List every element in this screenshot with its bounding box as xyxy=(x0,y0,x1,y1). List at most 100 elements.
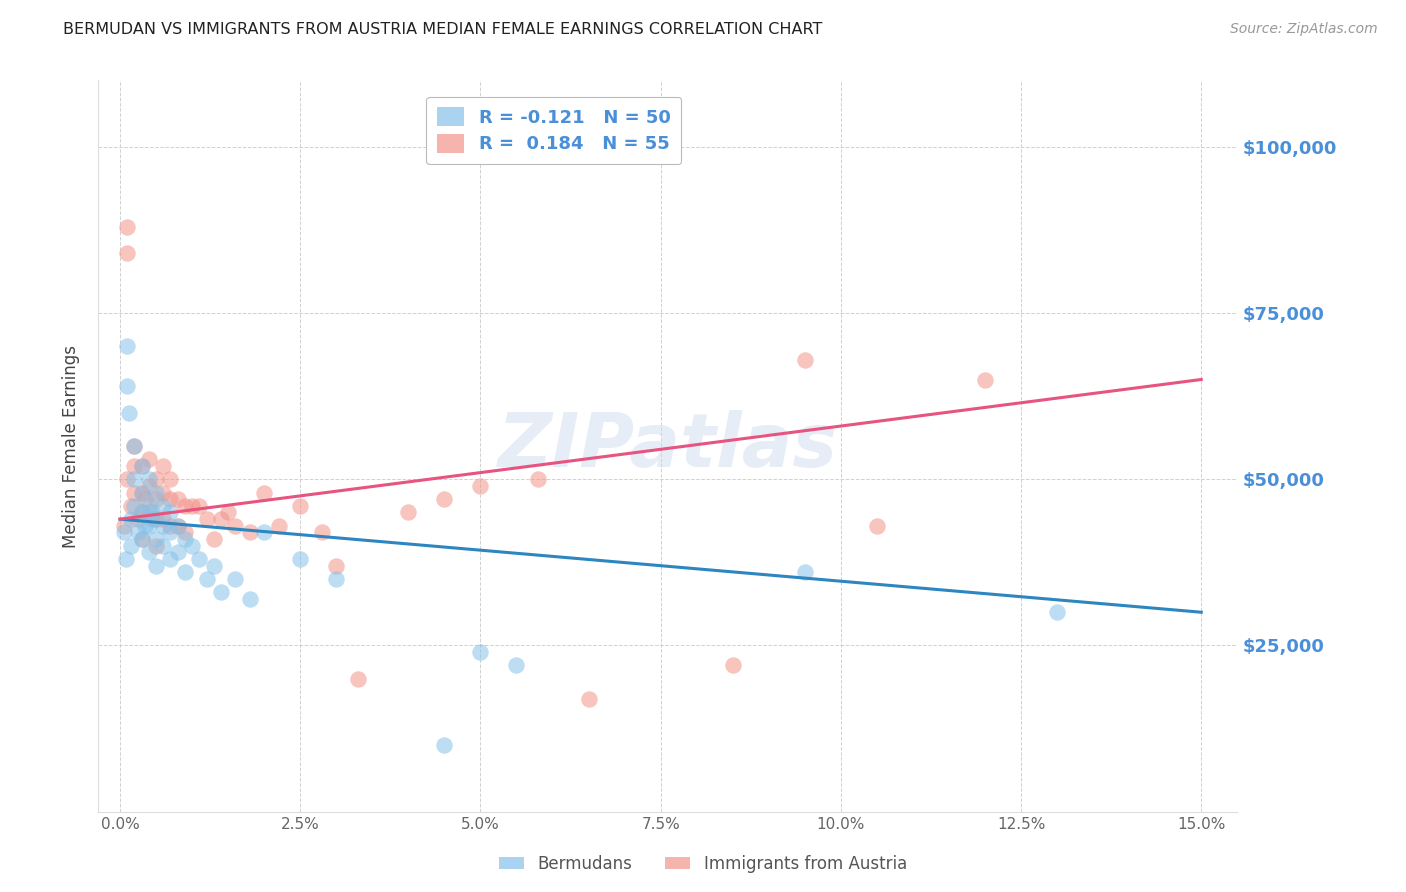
Point xyxy=(124,458,146,473)
Point xyxy=(127,525,149,540)
Point xyxy=(217,506,239,520)
Text: BERMUDAN VS IMMIGRANTS FROM AUSTRIA MEDIAN FEMALE EARNINGS CORRELATION CHART: BERMUDAN VS IMMIGRANTS FROM AUSTRIA MEDI… xyxy=(63,22,823,37)
Point xyxy=(396,506,419,520)
Point xyxy=(145,512,167,526)
Point xyxy=(253,485,276,500)
Point xyxy=(112,518,135,533)
Point xyxy=(253,525,276,540)
Point xyxy=(145,558,167,573)
Point xyxy=(202,532,225,546)
Point xyxy=(159,525,181,540)
Point xyxy=(325,558,347,573)
Point xyxy=(117,379,139,393)
Point xyxy=(721,658,744,673)
Point xyxy=(224,572,246,586)
Point xyxy=(159,518,181,533)
Point xyxy=(195,512,218,526)
Point xyxy=(224,518,246,533)
Point xyxy=(114,552,136,566)
Point xyxy=(267,518,290,533)
Point xyxy=(188,552,211,566)
Point xyxy=(131,532,153,546)
Point xyxy=(145,532,167,546)
Point xyxy=(347,672,370,686)
Point xyxy=(120,499,142,513)
Point xyxy=(974,372,997,386)
Point xyxy=(138,499,160,513)
Point xyxy=(124,439,146,453)
Point xyxy=(131,532,153,546)
Point xyxy=(131,485,153,500)
Point xyxy=(166,518,188,533)
Point xyxy=(793,352,815,367)
Point xyxy=(112,525,135,540)
Point xyxy=(290,499,312,513)
Point xyxy=(174,566,197,580)
Point xyxy=(145,492,167,507)
Point xyxy=(290,552,312,566)
Point xyxy=(470,479,492,493)
Point xyxy=(159,552,181,566)
Point xyxy=(120,539,142,553)
Point xyxy=(145,539,167,553)
Point xyxy=(793,566,815,580)
Point xyxy=(159,506,181,520)
Point xyxy=(152,485,174,500)
Point xyxy=(124,472,146,486)
Point xyxy=(120,512,142,526)
Y-axis label: Median Female Earnings: Median Female Earnings xyxy=(62,344,80,548)
Point xyxy=(174,532,197,546)
Legend: R = -0.121   N = 50, R =  0.184   N = 55: R = -0.121 N = 50, R = 0.184 N = 55 xyxy=(426,96,682,164)
Point xyxy=(131,485,153,500)
Point xyxy=(138,452,160,467)
Point xyxy=(138,472,160,486)
Text: ZIPatlas: ZIPatlas xyxy=(498,409,838,483)
Point xyxy=(174,525,197,540)
Point xyxy=(131,506,153,520)
Point xyxy=(152,458,174,473)
Point xyxy=(152,499,174,513)
Point xyxy=(433,738,456,752)
Point xyxy=(166,492,188,507)
Point xyxy=(138,518,160,533)
Point xyxy=(145,512,167,526)
Point xyxy=(166,518,188,533)
Point xyxy=(124,485,146,500)
Point xyxy=(527,472,550,486)
Point xyxy=(117,472,139,486)
Point xyxy=(239,591,262,606)
Point xyxy=(118,406,141,420)
Point xyxy=(195,572,218,586)
Point xyxy=(181,539,204,553)
Point xyxy=(578,691,600,706)
Point xyxy=(131,458,153,473)
Point xyxy=(505,658,527,673)
Point xyxy=(239,525,262,540)
Point xyxy=(124,499,146,513)
Point xyxy=(117,219,139,234)
Point xyxy=(138,506,160,520)
Point xyxy=(166,545,188,559)
Point xyxy=(145,485,167,500)
Point xyxy=(152,518,174,533)
Point xyxy=(152,512,174,526)
Point xyxy=(311,525,333,540)
Point xyxy=(209,512,232,526)
Point xyxy=(141,512,163,526)
Point xyxy=(117,246,139,260)
Point xyxy=(866,518,889,533)
Point xyxy=(209,585,232,599)
Point xyxy=(138,545,160,559)
Point xyxy=(159,472,181,486)
Text: Source: ZipAtlas.com: Source: ZipAtlas.com xyxy=(1230,22,1378,37)
Point xyxy=(470,645,492,659)
Point xyxy=(141,506,163,520)
Point xyxy=(1046,605,1069,619)
Point xyxy=(145,472,167,486)
Legend: Bermudans, Immigrants from Austria: Bermudans, Immigrants from Austria xyxy=(492,848,914,880)
Point xyxy=(138,479,160,493)
Point xyxy=(134,518,156,533)
Point xyxy=(131,506,153,520)
Point xyxy=(124,439,146,453)
Point xyxy=(181,499,204,513)
